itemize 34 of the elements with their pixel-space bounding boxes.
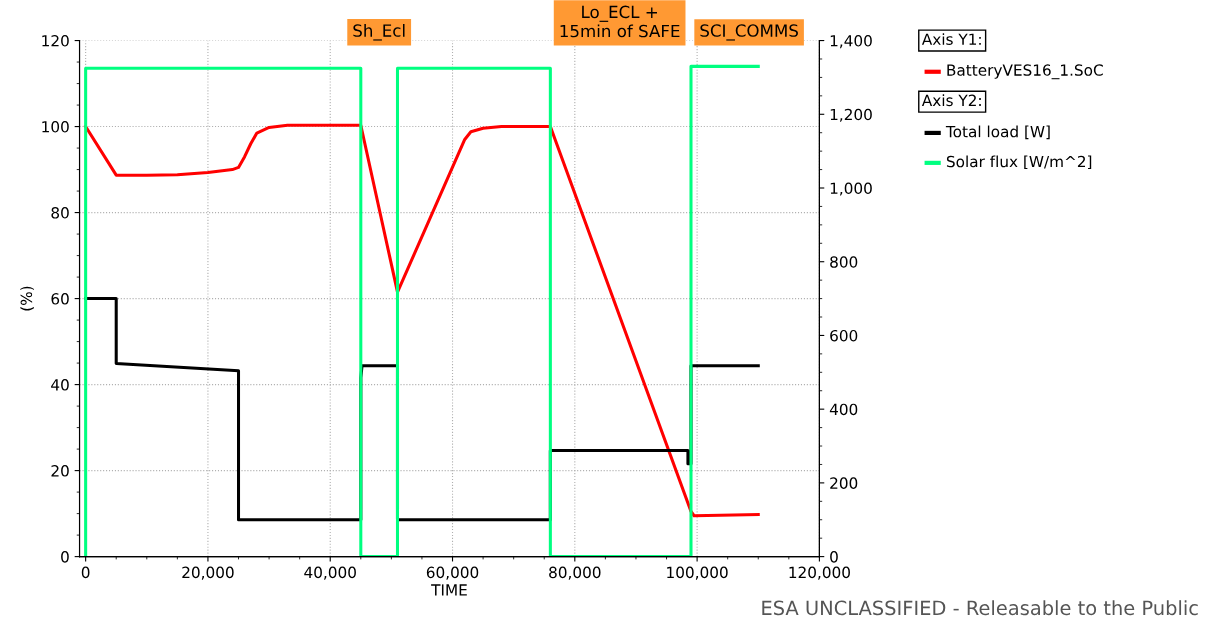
legend-label: Total load [W] bbox=[945, 125, 1050, 140]
y2-tick-label: 1,400 bbox=[830, 35, 872, 49]
x-tick-label: 40,000 bbox=[304, 566, 356, 580]
x-tick-label: 80,000 bbox=[549, 566, 601, 580]
y2-tick-label: 0 bbox=[830, 551, 838, 563]
text: Lo_ECL + 15min of SAFE bbox=[560, 5, 680, 38]
x-tick-label: 120,000 bbox=[789, 566, 850, 580]
text: Axis Y1: bbox=[921, 33, 981, 45]
y-axis-title: (%) bbox=[20, 286, 34, 311]
y2-tick-label: 1,000 bbox=[830, 182, 872, 196]
legend-label: Solar flux [W/m^2] bbox=[946, 155, 1092, 170]
y-tick-label: 0 bbox=[61, 551, 69, 563]
y2-tick-label: 600 bbox=[830, 329, 858, 342]
line-series bbox=[84, 123, 760, 518]
text: Sh_Ecl bbox=[353, 23, 405, 41]
x-tick-label: 100,000 bbox=[667, 566, 728, 580]
y2-tick-label: 800 bbox=[830, 256, 858, 268]
y2-tick-label: 1,200 bbox=[830, 108, 872, 122]
y-tick-label: 20 bbox=[51, 465, 69, 477]
y2-tick-label: 200 bbox=[830, 477, 858, 489]
y-tick-label: 80 bbox=[51, 207, 69, 219]
x-tick-label: 20,000 bbox=[182, 566, 234, 580]
x-tick-label: 60,000 bbox=[426, 566, 479, 580]
text: SCI_COMMS bbox=[700, 24, 798, 41]
y2-tick-label: 400 bbox=[829, 403, 858, 416]
x-tick-label: 0 bbox=[81, 566, 90, 579]
y-tick-label: 100 bbox=[42, 121, 69, 133]
y-tick-label: 60 bbox=[51, 293, 69, 305]
text: Axis Y2: bbox=[921, 94, 981, 107]
legend-label: BatteryVES16_1.SoC bbox=[947, 64, 1103, 80]
text: ESA UNCLASSIFIED - Releasable to the Public bbox=[762, 600, 1198, 616]
y-tick-label: 120 bbox=[42, 35, 69, 47]
y-tick-label: 40 bbox=[51, 379, 69, 391]
x-axis-title: TIME bbox=[431, 584, 467, 596]
